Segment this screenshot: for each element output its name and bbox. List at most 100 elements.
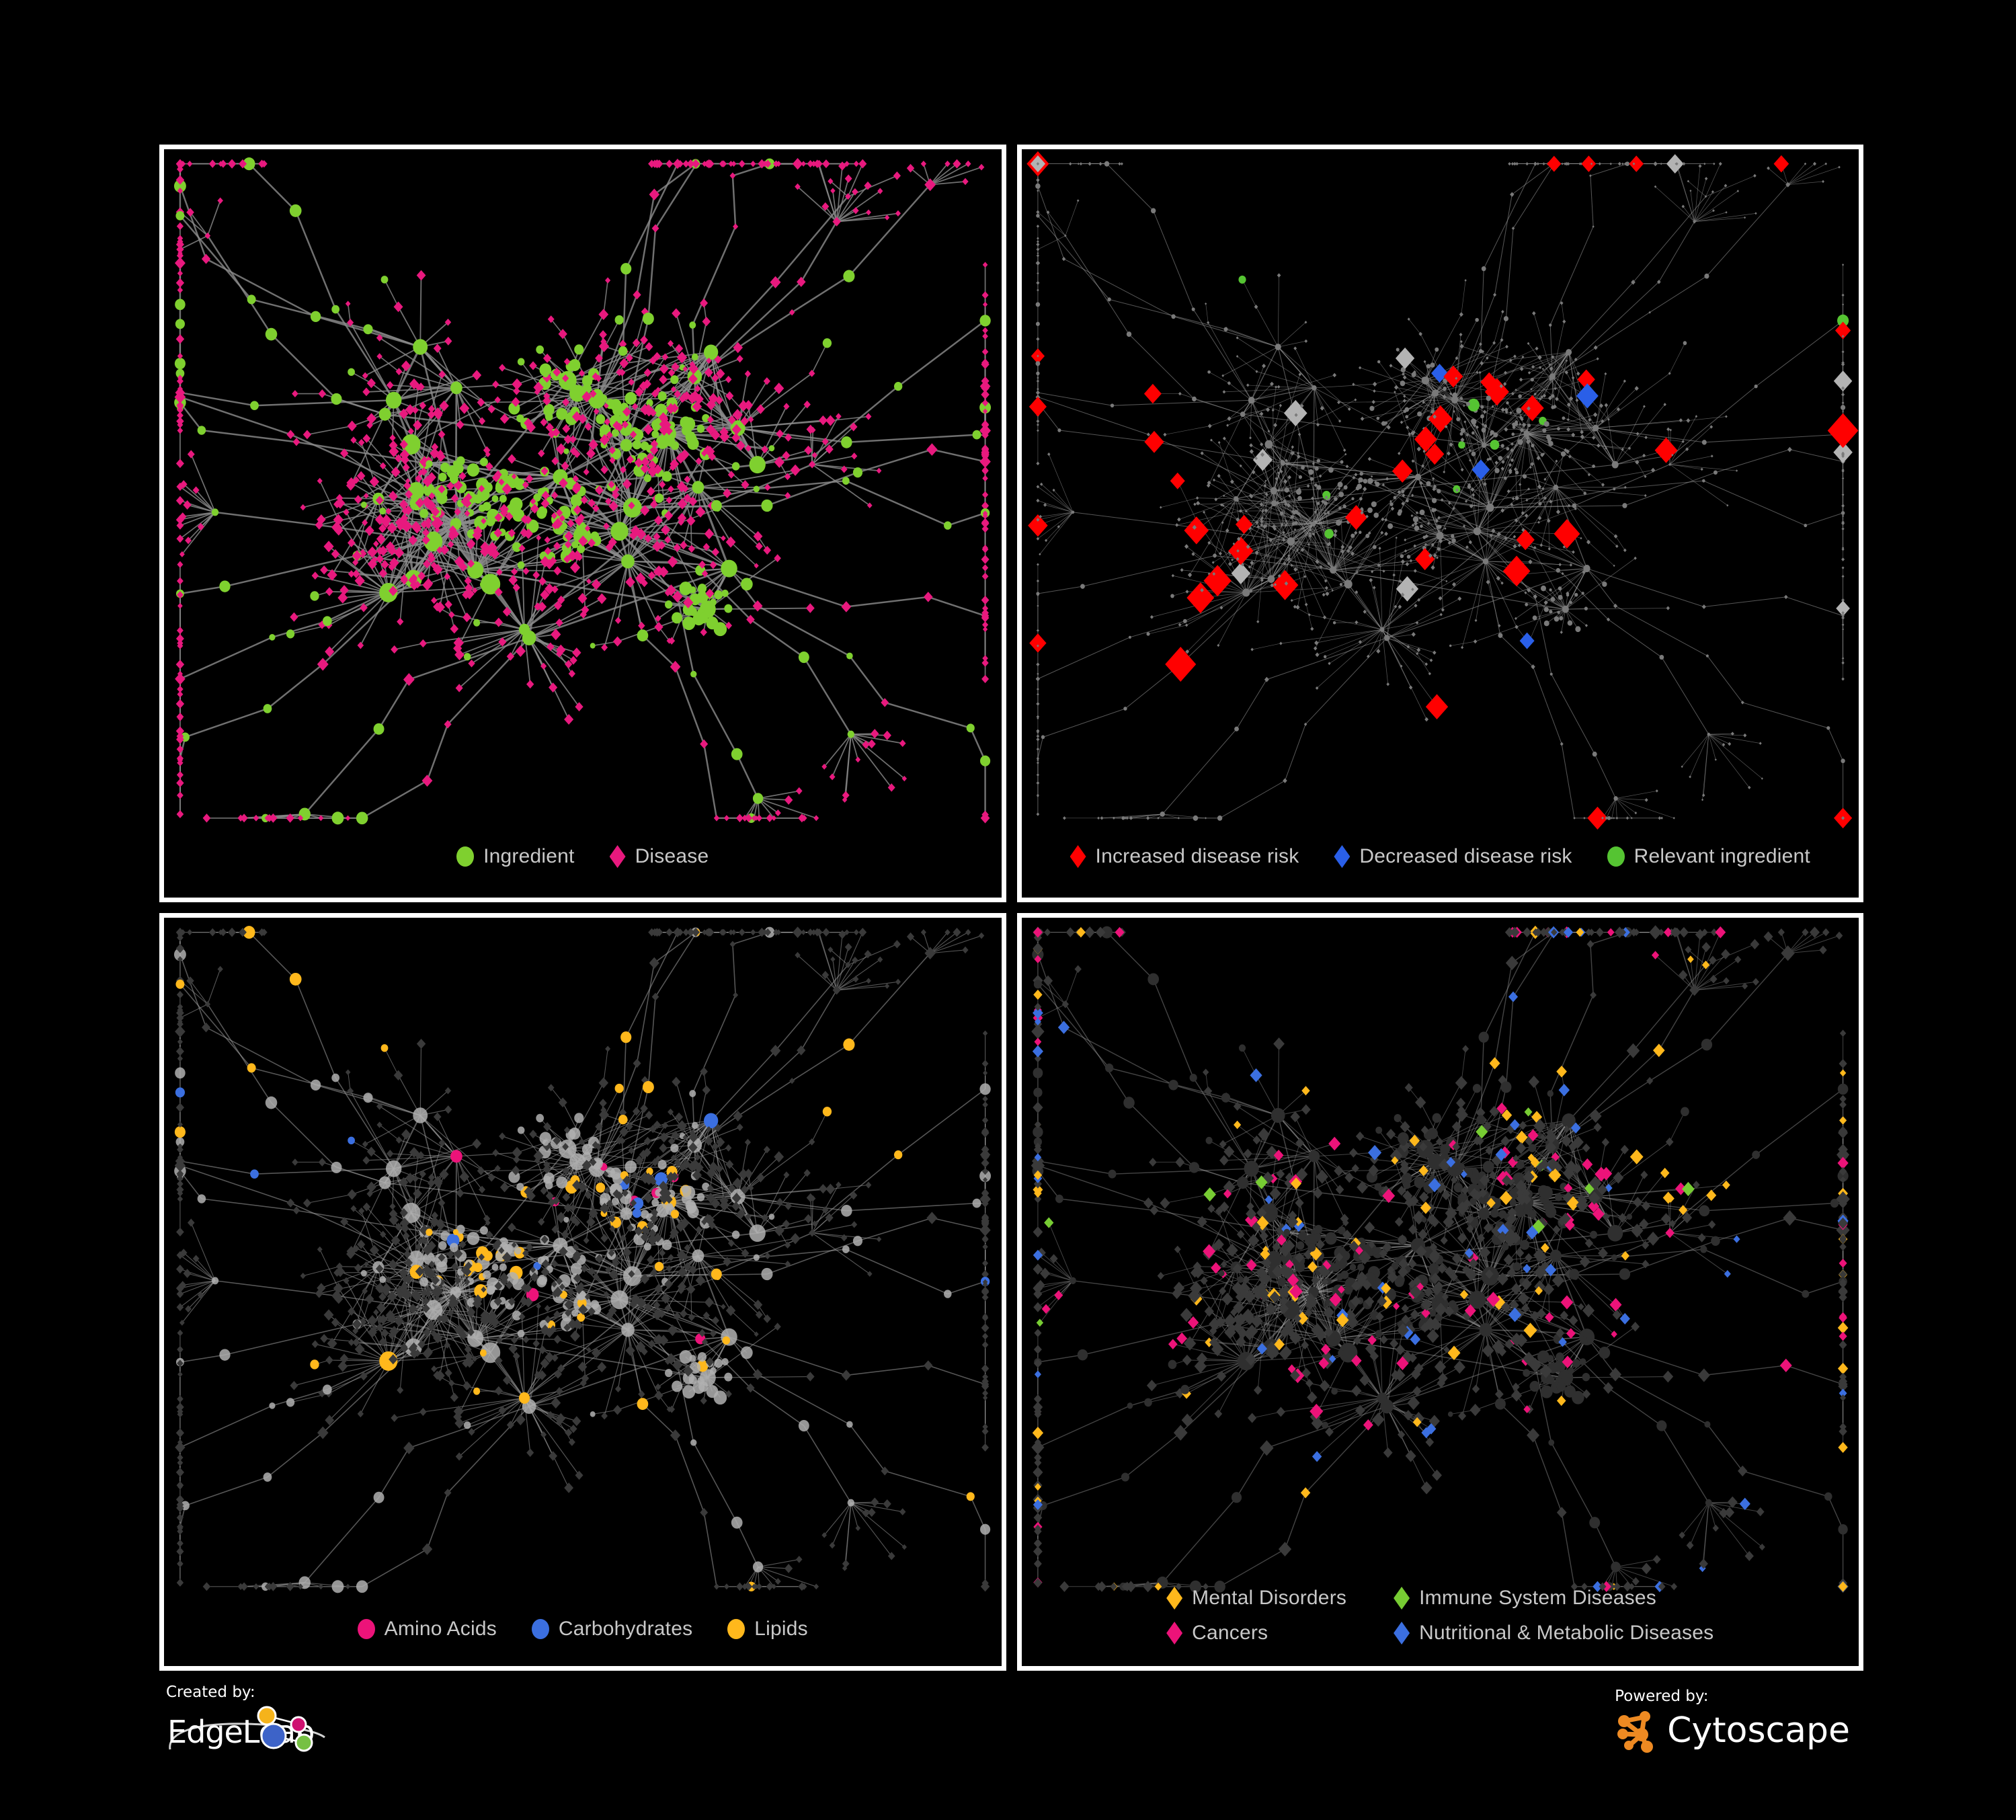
node-ingredient[interactable] <box>688 607 697 617</box>
node-disease[interactable] <box>1756 1507 1765 1517</box>
node-disease[interactable] <box>1724 1507 1734 1518</box>
node-disease[interactable] <box>433 344 442 353</box>
node-disease[interactable] <box>1211 561 1215 564</box>
node-disease[interactable] <box>297 815 304 822</box>
node-disease[interactable] <box>1837 165 1841 169</box>
node-disease[interactable] <box>1289 450 1294 456</box>
node-disease[interactable] <box>1261 363 1266 368</box>
node-disease[interactable] <box>551 585 559 594</box>
node-disease[interactable] <box>588 1208 598 1219</box>
node-disease[interactable] <box>318 1583 324 1590</box>
node-disease[interactable] <box>1062 816 1066 820</box>
node-ingredient[interactable] <box>852 1236 863 1247</box>
node-ingredient[interactable] <box>682 617 696 631</box>
node-disease[interactable] <box>421 535 430 545</box>
node-disease[interactable] <box>828 177 834 185</box>
node-disease[interactable] <box>1408 1195 1419 1207</box>
node-disease[interactable] <box>1036 731 1039 734</box>
node-disease[interactable] <box>1592 412 1597 418</box>
node-disease[interactable] <box>1293 604 1297 609</box>
node-disease[interactable] <box>397 1291 405 1300</box>
node-disease[interactable] <box>339 448 349 459</box>
node-disease[interactable] <box>176 1251 184 1259</box>
node-disease[interactable] <box>492 380 499 389</box>
node-disease[interactable] <box>1324 586 1328 590</box>
node-disease[interactable] <box>1421 377 1424 380</box>
node-ingredient[interactable] <box>331 305 340 314</box>
node-disease[interactable] <box>348 1306 356 1316</box>
node-disease[interactable] <box>1587 1199 1599 1213</box>
node-disease[interactable] <box>1841 410 1844 413</box>
node-disease[interactable] <box>1531 311 1536 316</box>
node-disease[interactable] <box>647 1233 657 1245</box>
node-disease[interactable] <box>784 795 793 805</box>
node-disease[interactable] <box>1217 440 1221 444</box>
node-disease[interactable] <box>1579 430 1584 434</box>
node-ingredient[interactable] <box>1490 440 1499 450</box>
node-disease[interactable] <box>635 1155 644 1166</box>
node-disease[interactable] <box>1354 590 1358 594</box>
node-disease[interactable] <box>1724 211 1728 214</box>
node-disease[interactable] <box>1841 514 1844 518</box>
node-disease[interactable] <box>1360 416 1364 422</box>
node-disease[interactable] <box>1631 1577 1640 1586</box>
node-disease[interactable] <box>1554 397 1559 401</box>
node-disease[interactable] <box>569 1424 577 1433</box>
node-disease[interactable] <box>1523 1405 1531 1414</box>
node-disease[interactable] <box>479 546 490 557</box>
node-ingredient[interactable] <box>581 375 593 387</box>
node-disease[interactable] <box>632 1107 641 1116</box>
node-disease[interactable] <box>494 1281 503 1291</box>
node-disease[interactable] <box>177 188 184 194</box>
node-disease[interactable] <box>901 775 908 782</box>
node-ingredient[interactable] <box>517 1126 525 1134</box>
node-disease[interactable] <box>1632 162 1635 165</box>
node-disease[interactable] <box>830 956 836 962</box>
node-disease[interactable] <box>1663 403 1666 407</box>
node-disease[interactable] <box>238 159 247 169</box>
node-disease[interactable] <box>532 571 540 580</box>
node-disease[interactable] <box>1178 623 1181 627</box>
node-disease[interactable] <box>464 1345 472 1354</box>
node-disease[interactable] <box>1381 483 1385 487</box>
node-disease[interactable] <box>1350 1354 1362 1367</box>
node-ingredient[interactable] <box>691 353 698 361</box>
node-disease[interactable] <box>1371 1412 1385 1427</box>
node-disease[interactable] <box>1079 162 1082 166</box>
node-disease[interactable] <box>388 563 396 571</box>
node-ingredient[interactable] <box>495 1252 505 1262</box>
node-disease[interactable] <box>1525 429 1529 433</box>
node-disease[interactable] <box>1586 806 1608 830</box>
node-disease[interactable] <box>1492 341 1496 345</box>
node-ingredient[interactable] <box>1057 428 1061 432</box>
node-ingredient[interactable] <box>1574 626 1580 633</box>
node-disease[interactable] <box>177 1329 184 1337</box>
node-ingredient[interactable] <box>1705 1499 1712 1507</box>
node-ingredient[interactable] <box>1287 537 1295 546</box>
node-disease[interactable] <box>1644 436 1648 440</box>
node-disease[interactable] <box>1052 488 1055 492</box>
node-disease[interactable] <box>1170 472 1185 489</box>
node-disease[interactable] <box>670 1154 677 1161</box>
node-ingredient[interactable] <box>363 324 373 335</box>
node-disease[interactable] <box>1527 1129 1539 1142</box>
node-disease[interactable] <box>1353 398 1357 401</box>
node-ingredient[interactable] <box>696 424 705 433</box>
node-disease[interactable] <box>688 1265 698 1275</box>
node-disease[interactable] <box>643 379 651 389</box>
node-disease[interactable] <box>651 992 659 1001</box>
node-disease[interactable] <box>1321 1277 1328 1286</box>
node-disease[interactable] <box>627 455 635 464</box>
node-ingredient[interactable] <box>1297 496 1302 501</box>
node-ingredient[interactable] <box>1613 796 1618 801</box>
node-ingredient[interactable] <box>666 434 674 442</box>
node-disease[interactable] <box>1435 556 1439 559</box>
node-disease[interactable] <box>350 1205 357 1212</box>
node-ingredient[interactable] <box>1080 584 1085 589</box>
node-ingredient[interactable] <box>1121 1472 1129 1482</box>
node-disease[interactable] <box>603 522 610 530</box>
node-disease[interactable] <box>1695 415 1697 418</box>
node-disease[interactable] <box>764 928 772 937</box>
node-ingredient[interactable] <box>688 1376 697 1385</box>
node-disease[interactable] <box>1501 1109 1512 1121</box>
